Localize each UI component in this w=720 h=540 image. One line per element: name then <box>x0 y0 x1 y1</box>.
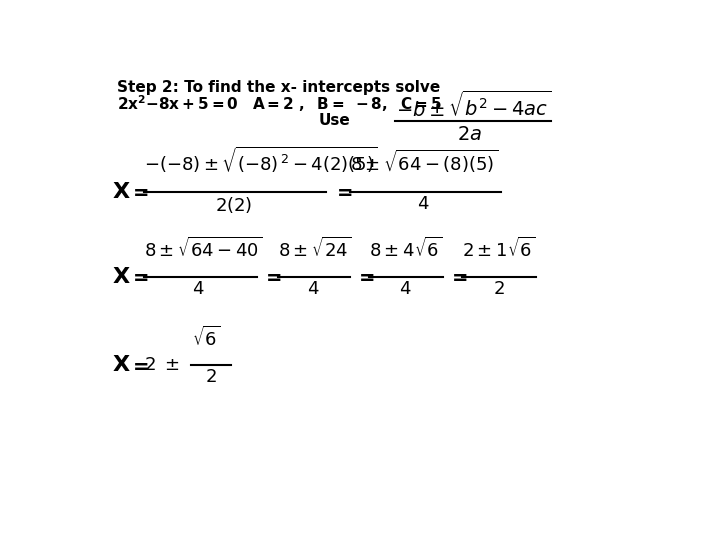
Text: $\mathbf{2x^2}$$\mathbf{-8x+5 = 0 \quad A=2\ ,\ \ B=\ -8,\ \ C = 5}$: $\mathbf{2x^2}$$\mathbf{-8x+5 = 0 \quad … <box>117 93 442 114</box>
Text: $-(-8)\pm\sqrt{(-8)^{\,2}-4(2)(5)}$: $-(-8)\pm\sqrt{(-8)^{\,2}-4(2)(5)}$ <box>144 145 378 175</box>
Text: $8\pm4\sqrt{6}$: $8\pm4\sqrt{6}$ <box>369 237 442 261</box>
Text: $4$: $4$ <box>399 280 412 298</box>
Text: $\mathbf{X}$: $\mathbf{X}$ <box>112 267 130 287</box>
Text: $\mathbf{=}$: $\mathbf{=}$ <box>333 183 353 201</box>
Text: $-b\pm\sqrt{b^2-4ac}$: $-b\pm\sqrt{b^2-4ac}$ <box>396 91 552 121</box>
Text: $\mathbf{=}$: $\mathbf{=}$ <box>262 267 282 286</box>
Text: $\mathbf{X}$: $\mathbf{X}$ <box>112 182 130 202</box>
Text: $2\pm1\sqrt{6}$: $2\pm1\sqrt{6}$ <box>462 237 536 261</box>
Text: $8\pm\sqrt{24}$: $8\pm\sqrt{24}$ <box>279 237 352 261</box>
Text: $2$: $2$ <box>492 280 504 298</box>
Text: $8\pm\sqrt{64-40}$: $8\pm\sqrt{64-40}$ <box>144 237 263 261</box>
Text: $4$: $4$ <box>417 195 429 213</box>
Text: $2(2)$: $2(2)$ <box>215 195 252 215</box>
Text: Step 2: To find the x- intercepts solve: Step 2: To find the x- intercepts solve <box>117 80 441 95</box>
Text: $\mathbf{=}$: $\mathbf{=}$ <box>355 267 375 286</box>
Text: $2a$: $2a$ <box>457 125 482 144</box>
Text: $\mathbf{=}$: $\mathbf{=}$ <box>129 356 149 375</box>
Text: $4$: $4$ <box>192 280 204 298</box>
Text: Use: Use <box>319 112 351 127</box>
Text: $\mathbf{=}$: $\mathbf{=}$ <box>129 267 149 286</box>
Text: $4$: $4$ <box>307 280 320 298</box>
Text: $\sqrt{6}$: $\sqrt{6}$ <box>192 326 221 350</box>
Text: $8\pm\sqrt{64-(8)(5)}$: $8\pm\sqrt{64-(8)(5)}$ <box>350 148 498 175</box>
Text: $2$: $2$ <box>205 368 217 386</box>
Text: $\mathbf{X}$: $\mathbf{X}$ <box>112 355 130 375</box>
Text: $2\ \pm$: $2\ \pm$ <box>144 356 180 374</box>
Text: $\mathbf{=}$: $\mathbf{=}$ <box>448 267 468 286</box>
Text: $\mathbf{=}$: $\mathbf{=}$ <box>129 183 149 201</box>
